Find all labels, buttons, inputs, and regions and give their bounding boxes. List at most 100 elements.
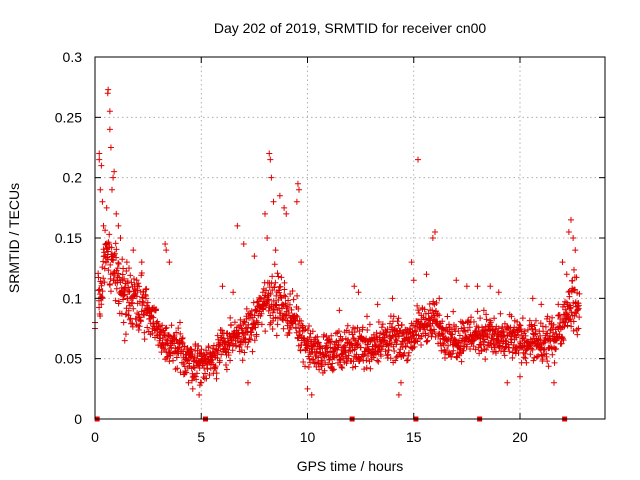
data-point [403,357,410,364]
data-point [363,364,370,371]
data-point [115,261,122,268]
data-point [225,352,232,359]
data-point [272,302,279,309]
data-point [330,366,337,373]
data-point [411,343,418,350]
data-point [397,351,404,358]
data-point [168,322,175,329]
data-point [258,310,265,317]
data-point [269,326,276,333]
data-point [458,358,465,365]
data-point [377,330,384,337]
data-point [497,310,504,317]
data-point [304,345,311,352]
data-point [304,327,311,334]
data-point [524,326,531,333]
data-point [125,284,132,291]
data-point [130,275,137,282]
data-point [390,326,397,333]
data-point [474,308,481,315]
data-point [144,299,151,306]
data-point [269,309,276,316]
data-point [184,357,191,364]
data-point [433,299,440,306]
data-point [270,198,277,205]
data-point [568,323,575,330]
data-point [569,277,576,284]
data-point [133,277,140,284]
data-point [531,331,538,338]
data-point [417,320,424,327]
data-point [550,329,557,336]
data-point [365,352,372,359]
data-point [117,235,124,241]
data-point [293,312,300,319]
data-point [236,333,243,340]
data-point [251,253,258,260]
data-point [327,344,334,351]
data-point [117,277,124,284]
data-point [159,322,166,329]
data-point [545,363,552,370]
data-point [102,227,109,234]
data-point [414,338,421,345]
data-point [276,289,283,296]
data-point [459,319,466,326]
data-point [112,240,119,247]
data-point [316,344,323,351]
data-point [262,328,269,335]
data-point [283,210,290,217]
data-point [184,345,191,352]
data-point [375,319,382,326]
data-point [193,376,200,383]
data-point [163,336,170,343]
data-point [202,347,209,354]
data-point [302,363,309,370]
data-point [222,345,229,352]
data-point [450,308,457,315]
data-point [179,335,186,342]
data-point [135,280,142,287]
data-point [198,346,205,353]
data-point [247,311,254,318]
data-point [111,250,118,257]
data-point [233,342,240,349]
data-point [105,248,112,255]
data-point [389,332,396,339]
data-point [162,241,169,248]
data-point [234,222,241,229]
data-point [163,354,170,361]
data-point [531,322,538,329]
data-point [328,332,335,339]
y-axis-ticks: 0 0.05 0.1 0.15 0.2 0.25 0.3 [55,49,605,427]
data-point [316,366,323,373]
data-point [464,327,471,334]
data-point [537,320,544,327]
data-point [573,274,580,281]
data-point [352,363,359,370]
data-point [99,288,106,295]
data-point [562,306,569,313]
data-point [237,316,244,323]
data-point [171,340,178,347]
data-point [338,351,345,358]
data-point [453,323,460,330]
data-point [423,271,430,278]
data-point [97,312,104,319]
data-point [383,329,390,336]
data-point [566,293,573,300]
data-point [107,144,114,151]
data-point [177,319,183,326]
data-point [290,296,297,303]
data-point [270,297,277,304]
data-point [531,354,538,361]
data-point [512,350,519,357]
data-point [271,261,278,268]
data-point [272,279,279,286]
data-point [115,270,122,277]
data-point [268,174,275,181]
data-point [243,305,250,312]
data-point [251,337,258,344]
data-point [249,325,256,332]
data-point [398,321,405,328]
